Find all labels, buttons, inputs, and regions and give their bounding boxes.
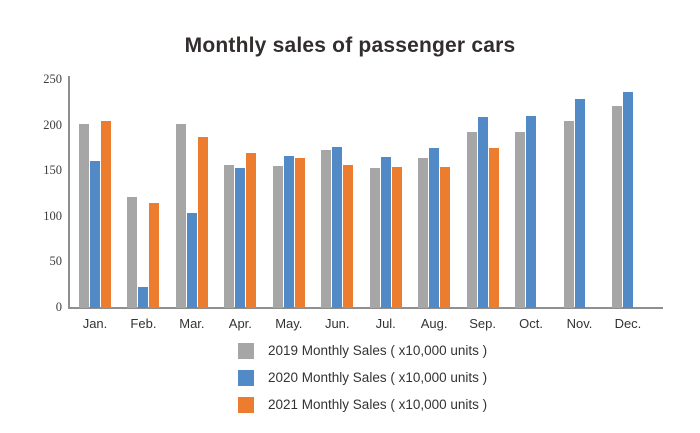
legend-swatch-2019-icon <box>238 342 254 359</box>
bar-2021-jun <box>343 164 354 308</box>
x-axis-label-jan: Jan. <box>82 316 108 331</box>
y-tick-label-50: 50 <box>49 254 63 269</box>
bar-2019-oct <box>515 131 526 308</box>
bar-2021-mar <box>197 137 208 308</box>
bar-group-aug <box>418 148 451 308</box>
bar-2021-aug <box>440 166 451 308</box>
bar-2020-nov <box>574 99 585 308</box>
y-tick-label-0: 0 <box>55 300 62 314</box>
bar-2019-jun <box>321 150 332 308</box>
bar-2019-sep <box>466 131 477 308</box>
x-axis-label-jul: Jul. <box>375 316 396 331</box>
bar-2019-may <box>272 165 283 308</box>
x-axis-label-oct: Oct. <box>519 316 543 331</box>
bar-group-sep <box>466 117 499 308</box>
x-axis-label-mar: Mar. <box>179 316 205 331</box>
y-tick-label-200: 200 <box>43 117 62 132</box>
bar-2019-nov <box>563 121 574 308</box>
bar-2020-jun <box>332 146 343 308</box>
bar-group-may <box>272 155 305 308</box>
bar-2020-apr <box>235 168 246 308</box>
bar-group-feb <box>127 196 160 308</box>
bar-group-apr <box>224 152 257 308</box>
legend: 2019 Monthly Sales ( x10,000 units ) 2020… <box>238 342 487 423</box>
y-tick-label-150: 150 <box>43 163 62 178</box>
bar-group-jan <box>79 121 111 308</box>
x-axis-label-nov: Nov. <box>566 316 593 331</box>
legend-item-2020: 2020 Monthly Sales ( x10,000 units ) <box>238 369 487 386</box>
x-axis-label-may: May. <box>275 316 303 331</box>
bar-2020-jul <box>380 156 391 308</box>
bar-2019-feb <box>127 196 138 308</box>
y-tick-label-250: 250 <box>43 72 62 86</box>
bar-2021-may <box>294 158 305 308</box>
bar-2019-dec <box>611 106 622 308</box>
bar-2019-jul <box>369 168 380 308</box>
bar-2021-sep <box>488 148 499 308</box>
bar-group-jun <box>321 146 354 308</box>
legend-label-2020: 2020 Monthly Sales ( x10,000 units ) <box>268 370 488 385</box>
y-tick-label-100: 100 <box>43 208 62 223</box>
bar-2020-dec <box>622 91 633 308</box>
x-axis-line <box>68 307 663 309</box>
bar-2019-jan <box>79 123 89 308</box>
bar-group-dec <box>611 91 644 308</box>
legend-label-2021: 2021 Monthly Sales ( x10,000 units ) <box>268 397 488 412</box>
legend-item-2021: 2021 Monthly Sales ( x10,000 units ) <box>238 396 487 413</box>
bar-group-jul <box>369 156 402 308</box>
bar-2021-feb <box>149 203 160 308</box>
bar-group-nov <box>563 99 596 308</box>
x-axis-label-apr: Apr. <box>228 316 252 331</box>
x-axis-label-jun: Jun. <box>324 316 350 331</box>
bar-2019-mar <box>175 123 186 308</box>
legend-item-2019: 2019 Monthly Sales ( x10,000 units ) <box>238 342 487 359</box>
x-axis-label-sep: Sep. <box>469 316 496 331</box>
bar-2020-feb <box>138 287 149 308</box>
chart-title: Monthly sales of passenger cars <box>184 34 516 57</box>
x-axis-label-feb: Feb. <box>130 316 157 331</box>
legend-label-2019: 2019 Monthly Sales ( x10,000 units ) <box>268 343 488 358</box>
bar-group-oct <box>515 115 547 308</box>
bar-2020-oct <box>526 115 537 308</box>
plot-area <box>69 80 662 308</box>
bar-2021-apr <box>246 152 257 308</box>
bar-2019-apr <box>224 164 235 308</box>
bar-2021-jan <box>101 121 111 308</box>
y-axis-line <box>68 76 70 309</box>
legend-swatch-2021-icon <box>238 396 254 413</box>
bar-2021-jul <box>391 166 402 308</box>
bar-2020-aug <box>429 148 440 308</box>
bar-group-mar <box>175 123 208 308</box>
bar-2019-aug <box>418 157 429 308</box>
bar-2020-may <box>283 155 294 308</box>
bar-2020-mar <box>186 213 197 308</box>
x-axis-label-dec: Dec. <box>614 316 642 331</box>
bar-2020-jan <box>90 161 100 308</box>
legend-swatch-2020-icon <box>238 369 254 386</box>
x-axis-label-aug: Aug. <box>420 316 448 331</box>
bar-2020-sep <box>477 117 488 308</box>
